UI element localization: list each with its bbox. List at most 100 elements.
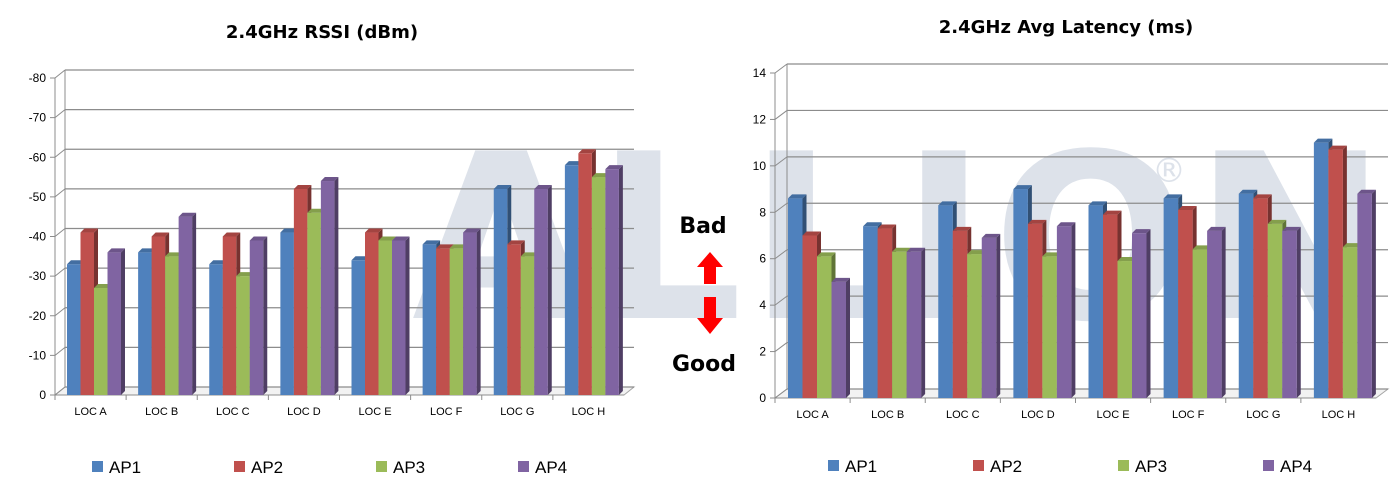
rssi-legend: AP1 AP2 AP3 AP4	[92, 458, 567, 477]
grid-diagonal	[774, 202, 788, 213]
bar-ap4-loc-a	[831, 277, 850, 398]
x-tick-label: LOC G	[1246, 409, 1280, 421]
bar-ap4-loc-e	[1132, 229, 1151, 398]
latency-bars	[788, 138, 1376, 398]
legend-item-ap1: AP1	[828, 457, 877, 476]
latency-chart: 2.4GHz Avg Latency (ms) 0 2 4 6 8 10 12 14 LOC A…	[753, 17, 1390, 476]
grid-diagonal	[54, 69, 66, 79]
watermark-registered-mark: ®	[1152, 151, 1186, 191]
legend-swatch	[518, 461, 529, 472]
bar-ap4-loc-b	[178, 212, 197, 395]
latency-axis-labels: 0 2 4 6 8 10 12 14 LOC A LOC B LOC C LOC D LOC E LOC …	[753, 66, 1356, 421]
x-tick-label: LOC B	[871, 409, 904, 421]
legend-item-ap2: AP2	[234, 458, 283, 477]
x-tick-label: LOC C	[946, 409, 980, 421]
latency-chart-title: 2.4GHz Avg Latency (ms)	[939, 17, 1193, 38]
up-arrow-icon	[697, 252, 723, 284]
grid-diagonal	[54, 386, 66, 396]
y-tick-label: -30	[29, 269, 47, 283]
bar-ap4-loc-a	[107, 248, 125, 395]
x-tick-label: LOC D	[287, 406, 321, 418]
rssi-chart-title: 2.4GHz RSSI (dBm)	[226, 22, 418, 43]
legend-item-ap4: AP4	[1263, 457, 1312, 476]
legend-label: AP2	[251, 458, 283, 477]
bar-ap4-loc-c	[249, 236, 268, 395]
bar-ap4-loc-e	[392, 236, 410, 395]
y-tick-label: 6	[759, 252, 766, 266]
legend-label: AP1	[109, 458, 141, 477]
grid-diagonal	[54, 307, 66, 317]
bar-ap4-loc-c	[981, 233, 1001, 398]
grid-diagonal	[54, 109, 66, 119]
x-tick-label: LOC C	[216, 406, 250, 418]
bar-ap4-loc-h	[1357, 189, 1376, 398]
legend-label: AP1	[845, 457, 877, 476]
legend-swatch	[92, 461, 103, 472]
x-tick-label: LOC H	[1322, 409, 1356, 421]
y-tick-label: -70	[29, 111, 47, 125]
y-tick-label: 0	[39, 388, 46, 402]
bar-ap4-loc-g	[1282, 226, 1301, 398]
rssi-chart: 2.4GHz RSSI (dBm) 0 -10 -20 -30 -40 -50 -60 -70…	[29, 22, 636, 477]
legend-swatch	[234, 461, 245, 472]
y-tick-label: 8	[759, 205, 766, 219]
bar-ap4-loc-f	[463, 228, 481, 395]
rssi-axis-labels: 0 -10 -20 -30 -40 -50 -60 -70 -80 LOC A LOC B LOC C…	[29, 71, 606, 418]
x-tick-label: LOC E	[359, 406, 392, 418]
y-tick-label: -60	[29, 150, 47, 164]
legend-item-ap2: AP2	[973, 457, 1022, 476]
legend-swatch	[973, 460, 984, 471]
y-tick-label: -80	[29, 71, 47, 85]
legend-item-ap4: AP4	[518, 458, 567, 477]
down-arrow-icon	[697, 297, 723, 334]
legend-swatch	[1263, 460, 1274, 471]
x-tick-label: LOC B	[145, 406, 178, 418]
bar-ap4-loc-b	[906, 247, 926, 398]
latency-legend: AP1 AP2 AP3 AP4	[828, 457, 1312, 476]
quality-indicator: Bad Good	[672, 214, 736, 377]
good-label: Good	[672, 352, 736, 377]
grid-diagonal	[774, 342, 788, 352]
x-tick-label: LOC H	[572, 406, 606, 418]
x-tick-label: LOC A	[796, 409, 829, 421]
legend-swatch	[376, 461, 387, 472]
legend-item-ap3: AP3	[376, 458, 425, 477]
x-tick-label: LOC D	[1021, 409, 1055, 421]
x-tick-label: LOC F	[430, 406, 463, 418]
y-tick-label: 4	[759, 298, 766, 312]
y-tick-label: -40	[29, 230, 47, 244]
legend-item-ap1: AP1	[92, 458, 141, 477]
legend-swatch	[828, 460, 839, 471]
bar-ap4-loc-f	[1207, 226, 1226, 398]
y-tick-label: -50	[29, 190, 47, 204]
grid-diagonal	[54, 188, 66, 198]
grid-diagonal	[54, 148, 66, 158]
x-tick-label: LOC G	[500, 406, 534, 418]
legend-label: AP4	[535, 458, 567, 477]
x-tick-label: LOC F	[1172, 409, 1205, 421]
x-tick-label: LOC E	[1097, 409, 1130, 421]
y-tick-label: 14	[753, 66, 767, 80]
grid-diagonal	[54, 228, 66, 237]
bar-ap4-loc-d	[320, 177, 339, 395]
grid-diagonal	[54, 267, 66, 277]
y-tick-label: 12	[753, 112, 767, 126]
grid-diagonal	[774, 156, 788, 167]
x-tick-label: LOC A	[74, 406, 107, 418]
grid-diagonal	[774, 295, 788, 306]
bar-ap4-loc-h	[605, 165, 623, 395]
y-tick-label: 10	[753, 159, 767, 173]
y-tick-label: 0	[759, 391, 766, 405]
y-tick-label: -20	[29, 309, 47, 323]
y-tick-label: -10	[29, 348, 47, 362]
grid-diagonal	[774, 388, 788, 399]
bad-label: Bad	[679, 214, 726, 239]
bar-ap4-loc-g	[534, 184, 552, 395]
bar-ap4-loc-d	[1056, 222, 1076, 398]
rssi-bars	[67, 149, 623, 395]
y-tick-label: 2	[759, 345, 766, 359]
legend-label: AP3	[393, 458, 425, 477]
legend-label: AP2	[990, 457, 1022, 476]
legend-item-ap3: AP3	[1118, 457, 1167, 476]
grid-diagonal	[54, 346, 66, 356]
